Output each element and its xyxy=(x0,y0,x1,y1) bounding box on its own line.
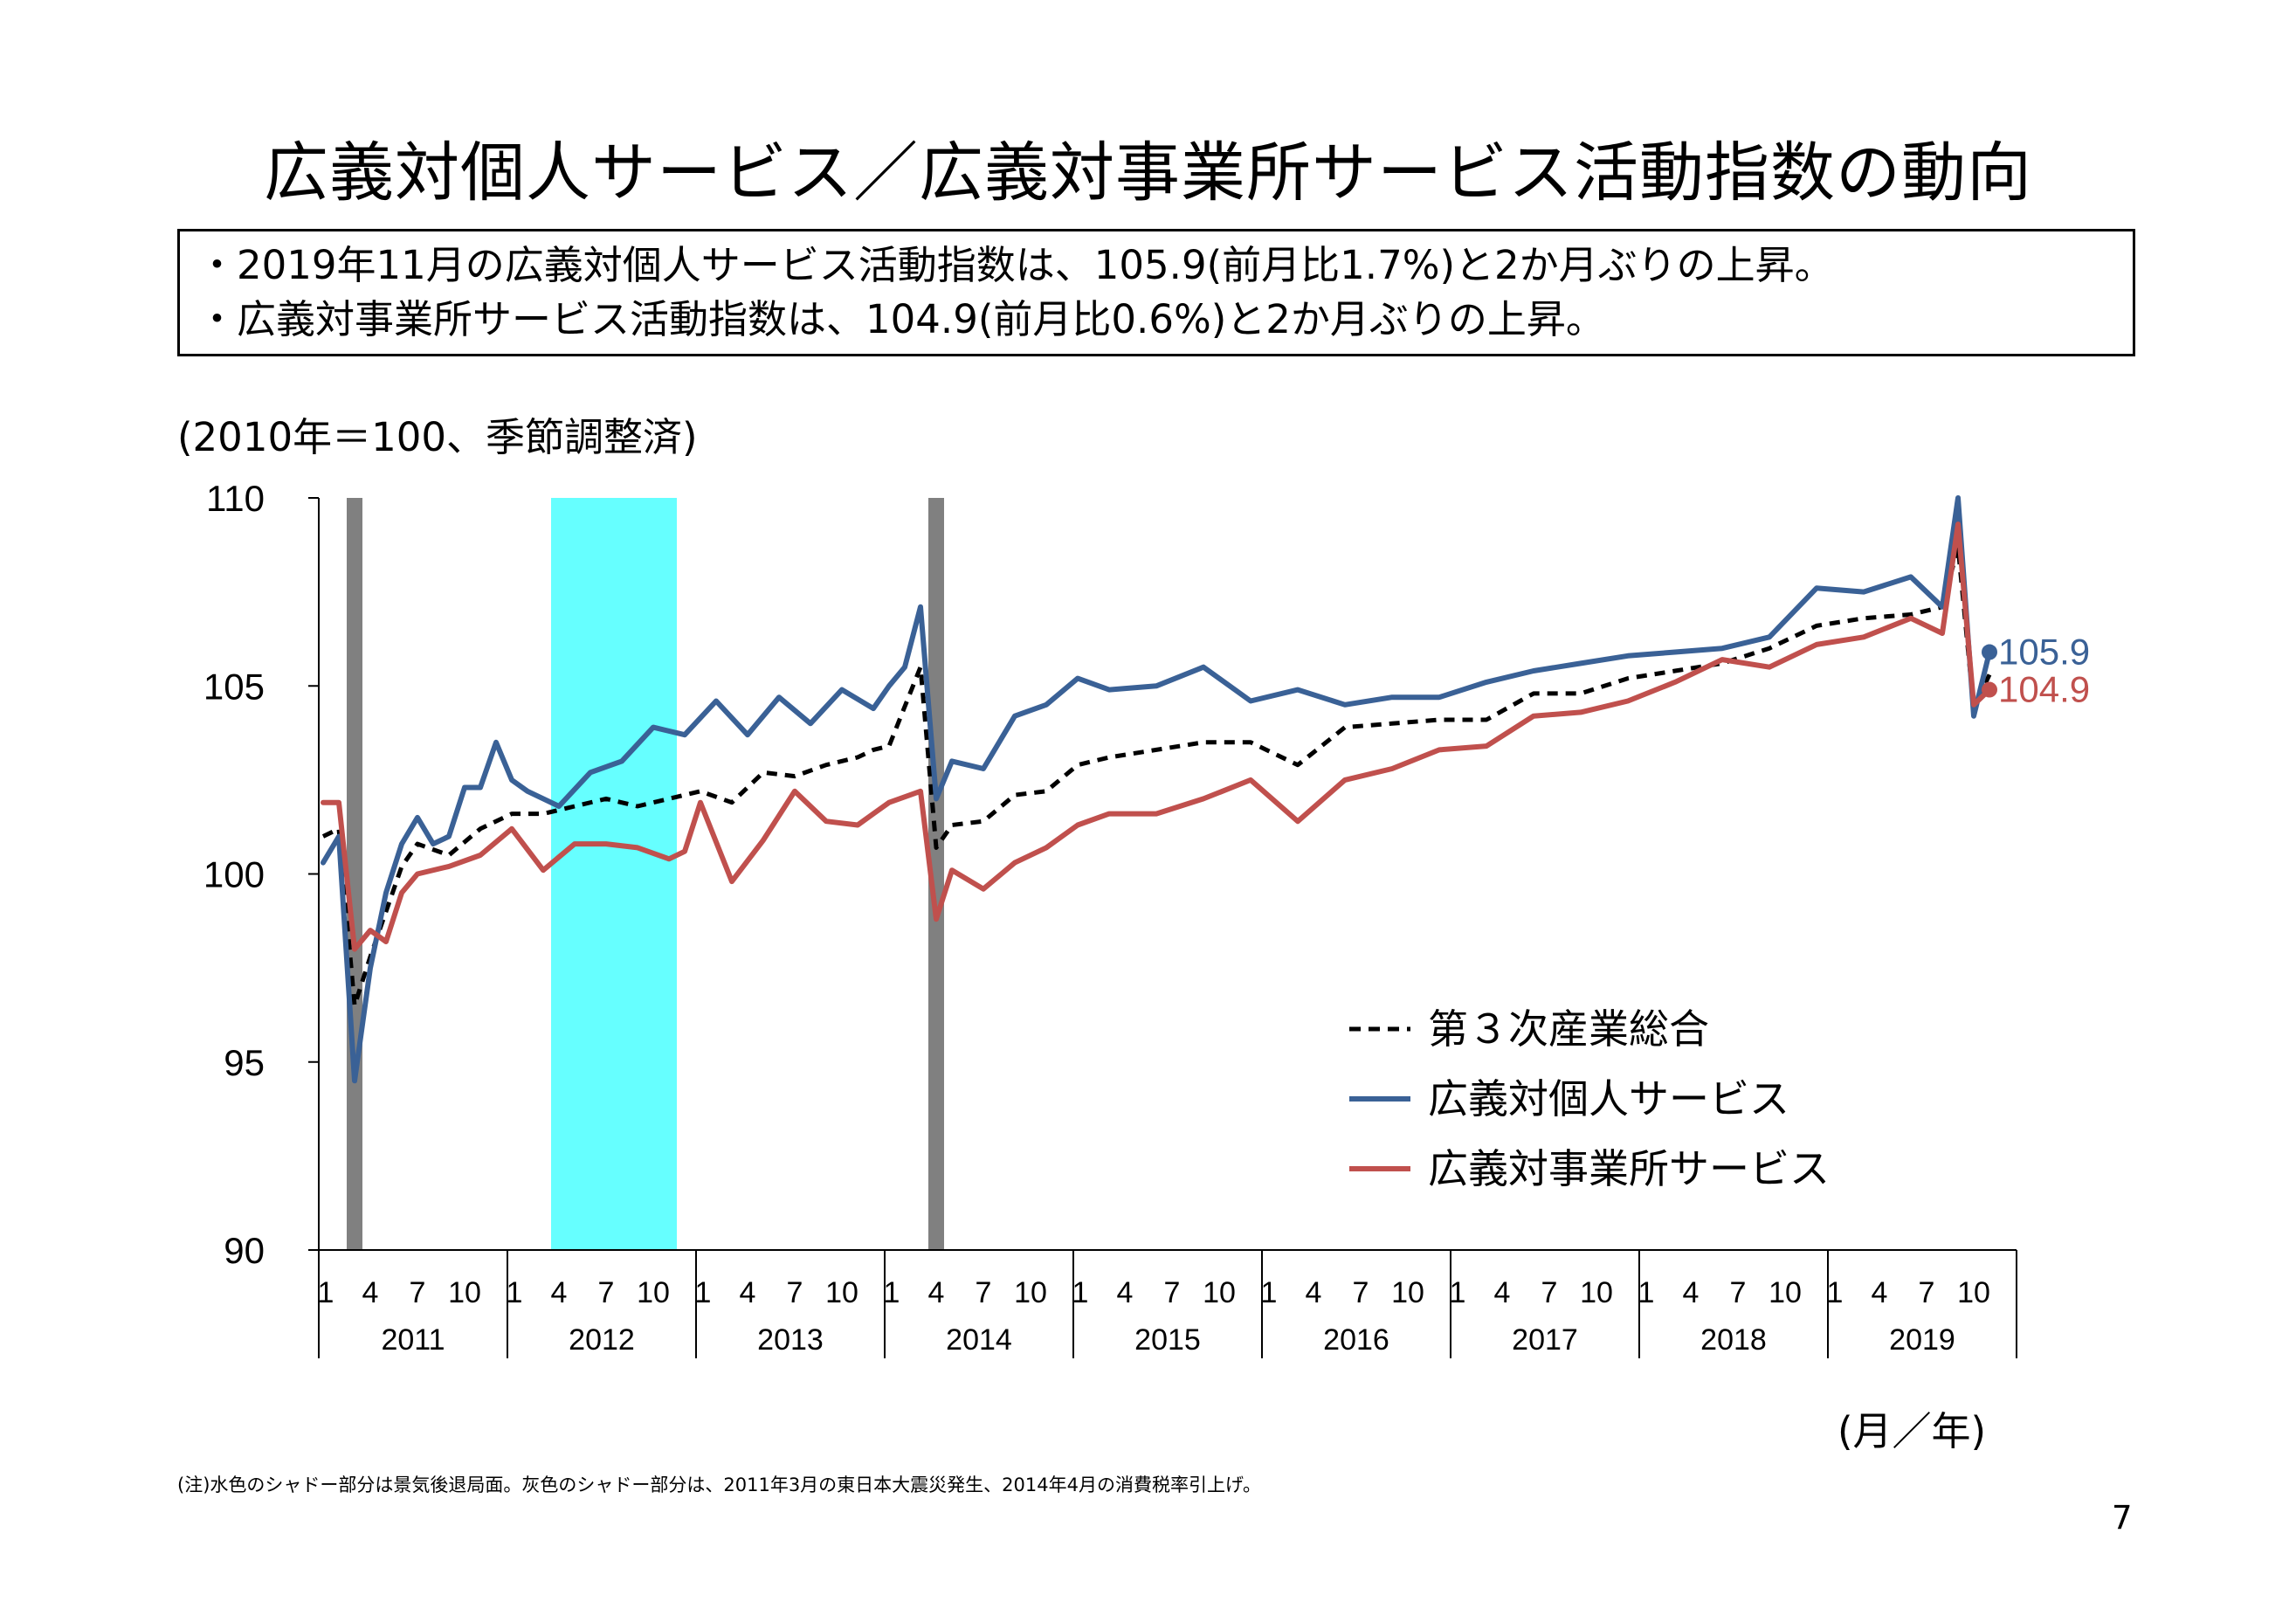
x-tick-label-2013-4: 4 xyxy=(740,1276,756,1309)
x-tick-label-2014-4: 4 xyxy=(928,1276,945,1309)
x-tick-label-2017-10: 10 xyxy=(1580,1276,1613,1309)
unit-note: (2010年＝100、季節調整済) xyxy=(177,414,698,460)
year-label-2012: 2012 xyxy=(569,1323,635,1357)
end-point-3 xyxy=(1982,681,1997,698)
y-tick-label-110: 110 xyxy=(206,478,265,519)
series-layer xyxy=(321,495,1997,1084)
x-axis-unit: (月／年) xyxy=(1837,1408,1987,1454)
x-tick-label-2011-1: 1 xyxy=(318,1276,334,1309)
x-tick-label-2016-4: 4 xyxy=(1306,1276,1322,1309)
end-point-2 xyxy=(1982,644,1997,660)
year-label-2013: 2013 xyxy=(757,1323,824,1357)
x-tick-label-2012-7: 7 xyxy=(598,1276,615,1309)
end-label-2: 105.9 xyxy=(1998,632,2090,673)
x-tick-label-2018-7: 7 xyxy=(1730,1276,1747,1309)
x-tick-label-2014-1: 1 xyxy=(884,1276,900,1309)
x-tick-label-2018-1: 1 xyxy=(1638,1276,1655,1309)
page-number: 7 xyxy=(2112,1499,2133,1537)
x-tick-label-2014-7: 7 xyxy=(976,1276,992,1309)
series-line-2 xyxy=(321,495,1992,1084)
x-tick-label-2012-4: 4 xyxy=(551,1276,568,1309)
shading-band-2 xyxy=(551,498,677,1250)
summary-box: ・2019年11月の広義対個人サービス活動指数は、105.9(前月比1.7%)と… xyxy=(177,229,2135,356)
x-tick-label-2013-10: 10 xyxy=(825,1276,858,1309)
x-tick-label-2012-1: 1 xyxy=(507,1276,523,1309)
x-tick-label-2016-1: 1 xyxy=(1261,1276,1278,1309)
end-label-3: 104.9 xyxy=(1998,669,2090,710)
y-tick-label-100: 100 xyxy=(203,854,265,895)
summary-line-2: ・広義対事業所サービス活動指数は、104.9(前月比0.6%)と2か月ぶりの上昇… xyxy=(197,296,1605,342)
y-tick-label-95: 95 xyxy=(224,1042,265,1083)
year-label-2016: 2016 xyxy=(1323,1323,1389,1357)
year-label-2017: 2017 xyxy=(1512,1323,1578,1357)
footnote: (注)水色のシャドー部分は景気後退局面。灰色のシャドー部分は、2011年3月の東… xyxy=(177,1475,1261,1495)
x-tick-label-2019-1: 1 xyxy=(1827,1276,1844,1309)
legend-label-3: 広義対事業所サービス xyxy=(1428,1145,1830,1192)
x-tick-label-2011-10: 10 xyxy=(448,1276,481,1309)
year-label-2018: 2018 xyxy=(1700,1323,1767,1357)
legend-label-1: 第３次産業総合 xyxy=(1428,1005,1709,1053)
x-tick-label-2019-7: 7 xyxy=(1919,1276,1935,1309)
x-tick-label-2017-7: 7 xyxy=(1541,1276,1558,1309)
y-tick-label-105: 105 xyxy=(203,666,265,707)
summary-line-1: ・2019年11月の広義対個人サービス活動指数は、105.9(前月比1.7%)と… xyxy=(197,242,1834,288)
x-tick-label-2019-4: 4 xyxy=(1872,1276,1888,1309)
x-tick-label-2012-10: 10 xyxy=(637,1276,670,1309)
series-line-3 xyxy=(321,521,1992,952)
legend-label-2: 広義対個人サービス xyxy=(1428,1075,1789,1122)
shading-layer xyxy=(347,498,944,1250)
x-tick-label-2014-10: 10 xyxy=(1014,1276,1047,1309)
series-line-1 xyxy=(321,544,1992,1008)
x-tick-label-2015-10: 10 xyxy=(1203,1276,1236,1309)
x-tick-label-2017-1: 1 xyxy=(1450,1276,1466,1309)
x-tick-label-2016-10: 10 xyxy=(1391,1276,1424,1309)
x-tick-label-2016-7: 7 xyxy=(1353,1276,1369,1309)
x-tick-label-2015-4: 4 xyxy=(1117,1276,1134,1309)
x-tick-label-2015-7: 7 xyxy=(1164,1276,1181,1309)
year-label-2011: 2011 xyxy=(381,1323,445,1357)
x-tick-label-2011-4: 4 xyxy=(362,1276,379,1309)
x-tick-label-2019-10: 10 xyxy=(1957,1276,1990,1309)
x-tick-label-2011-7: 7 xyxy=(410,1276,426,1309)
x-tick-label-2017-4: 4 xyxy=(1494,1276,1511,1309)
y-tick-label-90: 90 xyxy=(224,1230,265,1271)
year-label-2014: 2014 xyxy=(946,1323,1012,1357)
year-label-2019: 2019 xyxy=(1889,1323,1955,1357)
x-tick-label-2018-10: 10 xyxy=(1769,1276,1802,1309)
x-tick-label-2013-1: 1 xyxy=(695,1276,712,1309)
x-tick-label-2018-4: 4 xyxy=(1683,1276,1700,1309)
x-tick-label-2015-1: 1 xyxy=(1072,1276,1089,1309)
year-label-2015: 2015 xyxy=(1134,1323,1201,1357)
page-title: 広義対個人サービス／広義対事業所サービス活動指数の動向 xyxy=(264,135,2032,211)
x-tick-label-2013-7: 7 xyxy=(787,1276,803,1309)
shading-band-3 xyxy=(928,498,944,1250)
